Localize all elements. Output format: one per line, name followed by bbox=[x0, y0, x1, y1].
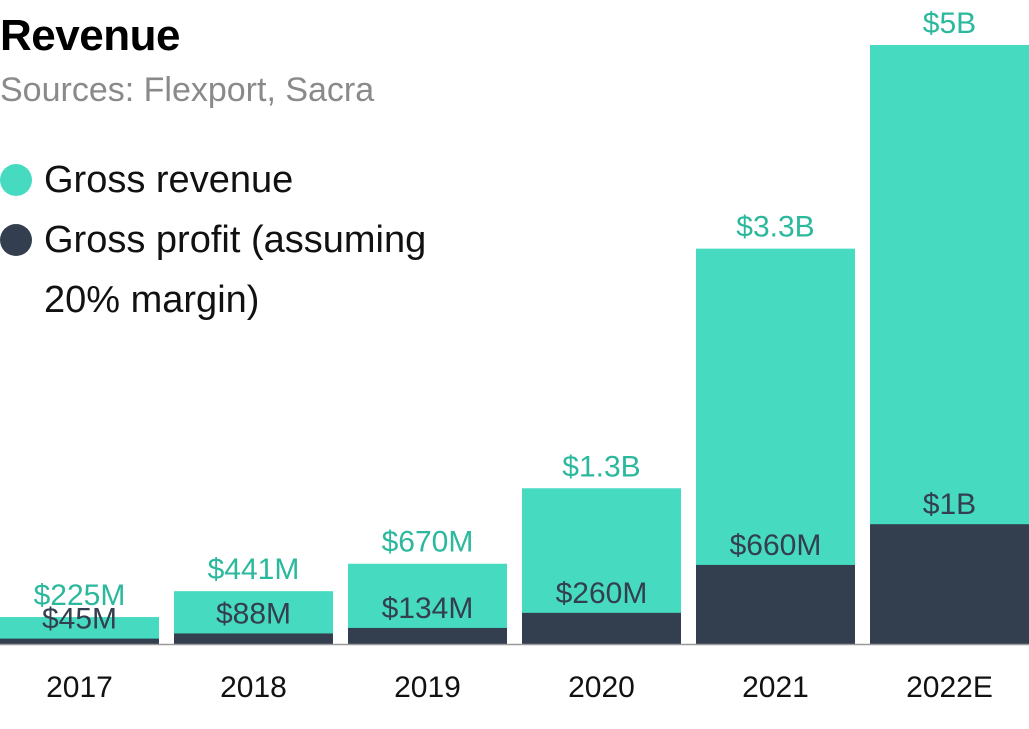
data-label-gross-revenue-2020: $1.3B bbox=[562, 450, 640, 483]
bar-gross-profit-2021 bbox=[696, 564, 855, 644]
legend-label-gross-revenue: Gross revenue bbox=[44, 159, 294, 201]
x-tick-label-2019: 2019 bbox=[394, 671, 461, 704]
legend-swatch-gross-profit bbox=[0, 224, 32, 256]
data-label-gross-profit-2019: $134M bbox=[382, 592, 474, 625]
x-tick-label-2021: 2021 bbox=[742, 671, 809, 704]
bar-gross-profit-2018 bbox=[174, 633, 333, 644]
x-tick-label-2020: 2020 bbox=[568, 671, 635, 704]
bar-gross-profit-2020 bbox=[522, 612, 681, 644]
bar-gross-profit-2019 bbox=[348, 627, 507, 644]
bar-gross-profit-2022e bbox=[870, 524, 1029, 644]
x-tick-label-2017: 2017 bbox=[46, 671, 113, 704]
data-label-gross-revenue-2019: $670M bbox=[382, 526, 474, 559]
data-label-gross-profit-2022e: $1B bbox=[923, 488, 976, 521]
x-tick-label-2022e: 2022E bbox=[906, 671, 993, 704]
data-label-gross-revenue-2021: $3.3B bbox=[736, 211, 814, 244]
data-label-gross-profit-2021: $660M bbox=[730, 529, 822, 562]
x-tick-label-2018: 2018 bbox=[220, 671, 287, 704]
data-label-gross-revenue-2018: $441M bbox=[208, 553, 300, 586]
data-label-gross-profit-2017: $45M bbox=[42, 603, 117, 636]
data-label-gross-profit-2018: $88M bbox=[216, 597, 291, 630]
data-label-gross-revenue-2017: $225M bbox=[34, 579, 126, 612]
legend-label-gross-profit: Gross profit (assuming bbox=[44, 219, 427, 261]
legend: Gross revenue Gross profit (assuming 20%… bbox=[0, 150, 520, 330]
legend-swatch-gross-revenue bbox=[0, 164, 32, 196]
legend-label-gross-profit-line2: 20% margin) bbox=[44, 279, 260, 321]
legend-item-gross-revenue: Gross revenue bbox=[0, 150, 520, 210]
bar-gross-profit-2017 bbox=[0, 638, 159, 644]
legend-item-gross-profit: Gross profit (assuming 20% margin) bbox=[0, 210, 520, 330]
data-label-gross-profit-2020: $260M bbox=[556, 577, 648, 610]
chart-subtitle: Sources: Flexport, Sacra bbox=[0, 71, 375, 109]
data-label-gross-revenue-2022e: $5B bbox=[923, 7, 976, 40]
chart-title: Revenue bbox=[0, 11, 180, 60]
